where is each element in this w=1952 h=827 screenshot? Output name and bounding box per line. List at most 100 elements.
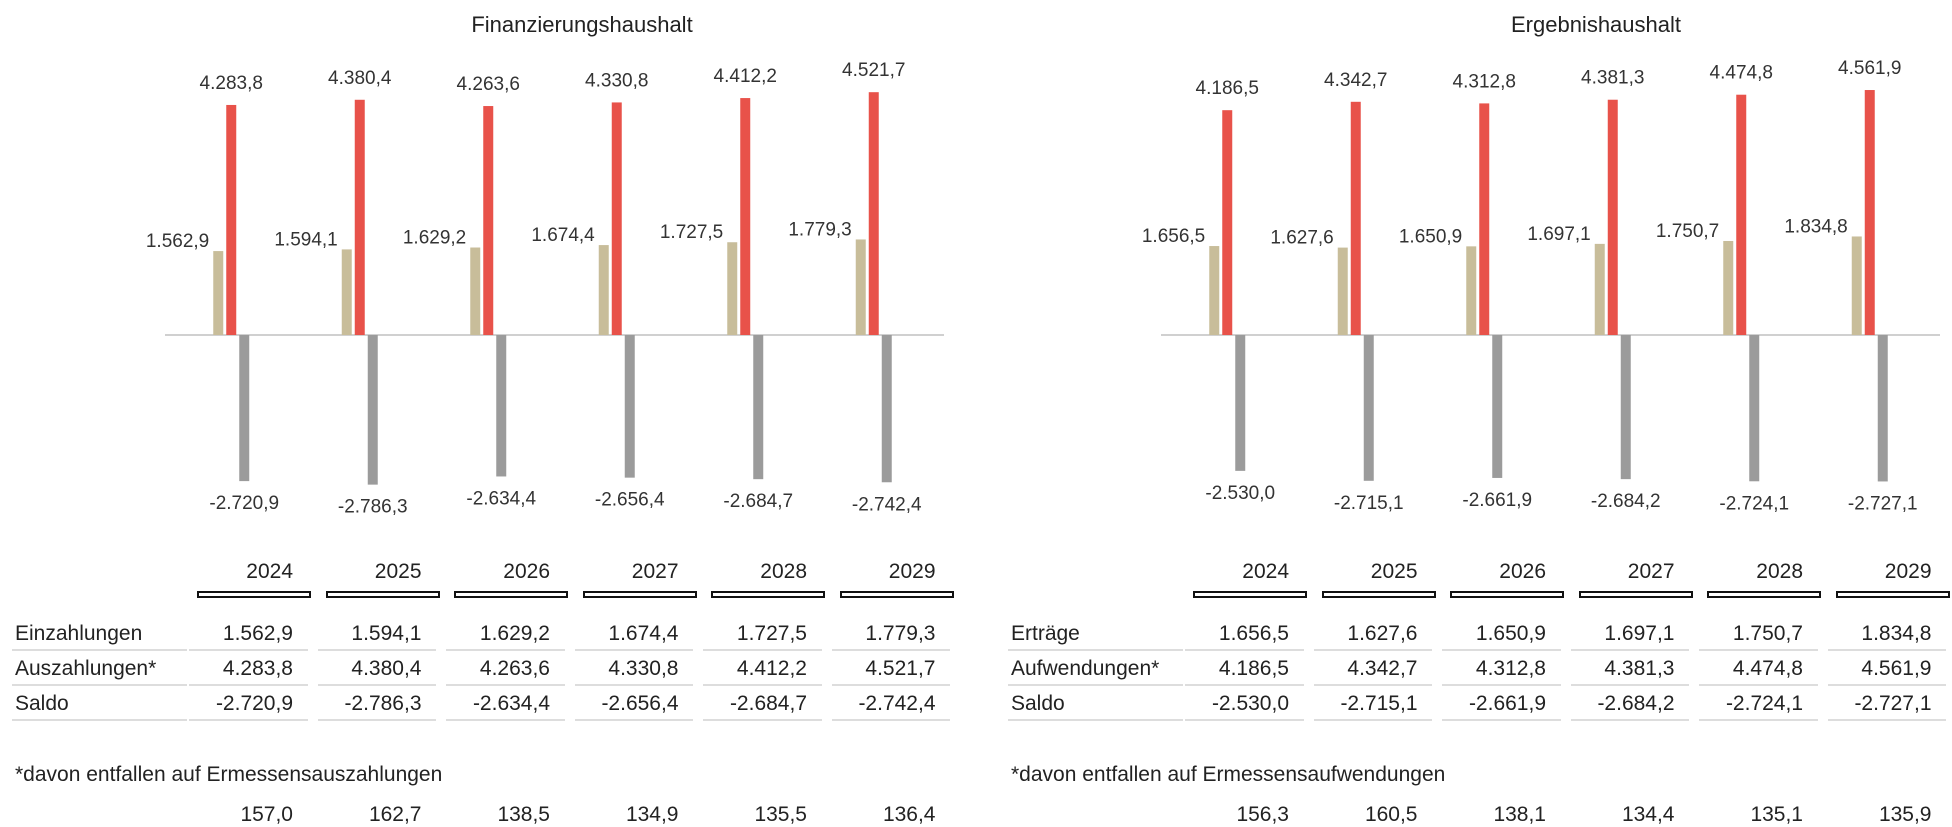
data-label-aus-2026: 4.312,8 [1453, 71, 1516, 92]
footnote-value: 138,1 [1493, 803, 1546, 826]
data-label-ein-2028: 1.750,7 [1656, 221, 1719, 242]
row-divider [574, 649, 693, 651]
table-cell: 4.380,4 [351, 657, 422, 680]
row-divider [1008, 684, 1183, 686]
data-label-ein-2029: 1.834,8 [1784, 216, 1847, 237]
bar-saldo-2029 [881, 335, 892, 483]
year-marker-2028 [1707, 591, 1821, 598]
year-marker-2025 [1321, 591, 1436, 598]
table-cell: -2.742,4 [858, 692, 936, 715]
data-label-saldo-2027: -2.656,4 [595, 490, 665, 511]
table-cell: 1.750,7 [1732, 622, 1803, 645]
ergebnishaushalt-chart: Ergebnishaushalt 1.656,5 4.186,5 -2.530,0 1… [1142, 12, 1940, 514]
table-cell: -2.684,7 [729, 692, 807, 715]
bar-ein-2026 [1466, 246, 1477, 335]
finanzierungshaushalt-panel: Finanzierungshaushalt 1.562,9 4.283,8 -2.7… [12, 12, 954, 826]
row-divider [1442, 649, 1561, 651]
row-divider [1699, 649, 1818, 651]
table-cell: -2.634,4 [472, 692, 550, 715]
year-header-2029: 2029 [888, 560, 936, 583]
bar-ein-2028 [1723, 240, 1734, 335]
bar-saldo-2027 [624, 335, 635, 478]
table-cell: 1.562,9 [222, 622, 293, 645]
row-label-1: Aufwendungen* [1011, 657, 1160, 680]
chart-title: Finanzierungshaushalt [471, 12, 692, 37]
table-cell: 4.412,2 [736, 657, 807, 680]
bar-ein-2027 [598, 245, 609, 335]
row-divider [1008, 649, 1183, 651]
row-divider [317, 684, 436, 686]
data-label-aus-2027: 4.381,3 [1581, 68, 1644, 89]
row-divider [1827, 684, 1946, 686]
row-divider [1185, 649, 1304, 651]
table-cell: 4.381,3 [1604, 657, 1675, 680]
table-cell: 4.186,5 [1218, 657, 1289, 680]
bar-ein-2024 [213, 251, 224, 335]
row-divider [831, 719, 950, 721]
bar-aus-2024 [1222, 110, 1233, 335]
data-label-aus-2029: 4.521,7 [842, 60, 905, 81]
row-divider [12, 684, 187, 686]
year-header-2029: 2029 [1884, 560, 1932, 583]
year-header-2028: 2028 [760, 560, 807, 583]
table-cell: 4.283,8 [222, 657, 293, 680]
table-cell: 1.674,4 [608, 622, 679, 645]
row-divider [1185, 684, 1304, 686]
row-divider [831, 684, 950, 686]
row-divider [574, 684, 693, 686]
chart-title: Ergebnishaushalt [1511, 12, 1681, 37]
bar-ein-2025 [1337, 247, 1348, 335]
footnote-value: 162,7 [368, 803, 422, 826]
row-label-0: Erträge [1011, 622, 1080, 645]
bar-ein-2025 [341, 249, 352, 335]
footnote-value: 135,9 [1878, 803, 1932, 826]
bar-saldo-2024 [1235, 335, 1246, 471]
data-label-aus-2029: 4.561,9 [1838, 58, 1901, 79]
data-label-saldo-2025: -2.715,1 [1334, 493, 1404, 514]
footnote-value: 134,9 [625, 803, 679, 826]
year-header-2028: 2028 [1756, 560, 1803, 583]
row-label-1: Auszahlungen* [15, 657, 157, 680]
data-label-saldo-2027: -2.684,2 [1591, 491, 1661, 512]
bar-ein-2024 [1209, 246, 1220, 335]
row-divider [1442, 719, 1561, 721]
row-divider [189, 684, 308, 686]
table-cell: -2.715,1 [1340, 692, 1418, 715]
footnote-value: 157,0 [240, 803, 293, 826]
table-cell: -2.656,4 [601, 692, 679, 715]
year-marker-2024 [197, 591, 311, 598]
data-label-ein-2025: 1.627,6 [1270, 228, 1333, 249]
data-label-ein-2024: 1.562,9 [146, 231, 209, 252]
year-marker-2026 [1450, 591, 1564, 598]
footnote-value: 135,5 [754, 803, 807, 826]
year-marker-2024 [1193, 591, 1307, 598]
data-label-saldo-2024: -2.530,0 [1205, 483, 1275, 504]
row-divider [446, 684, 565, 686]
row-divider [1313, 719, 1432, 721]
bar-aus-2029 [1864, 90, 1875, 335]
data-label-saldo-2026: -2.634,4 [466, 488, 536, 509]
bar-saldo-2025 [367, 335, 378, 485]
year-marker-2025 [325, 591, 440, 598]
bar-aus-2027 [611, 102, 622, 336]
table-cell: -2.684,2 [1597, 692, 1675, 715]
table-cell: 4.312,8 [1475, 657, 1546, 680]
row-divider [1570, 719, 1689, 721]
table-cell: 4.342,7 [1347, 657, 1418, 680]
row-divider [189, 719, 308, 721]
data-label-saldo-2029: -2.727,1 [1848, 493, 1918, 514]
data-label-ein-2028: 1.727,5 [660, 222, 723, 243]
row-divider [317, 719, 436, 721]
row-divider [1570, 649, 1689, 651]
row-divider [12, 719, 187, 721]
year-header-2027: 2027 [1627, 560, 1675, 583]
data-label-ein-2027: 1.674,4 [531, 225, 595, 246]
row-divider [1313, 649, 1432, 651]
bar-saldo-2026 [1492, 335, 1503, 478]
table-cell: 4.330,8 [608, 657, 679, 680]
table-cell: -2.720,9 [215, 692, 293, 715]
bar-saldo-2028 [1749, 335, 1760, 482]
year-marker-2028 [711, 591, 825, 598]
bar-saldo-2028 [753, 335, 764, 480]
year-header-2025: 2025 [374, 560, 422, 583]
